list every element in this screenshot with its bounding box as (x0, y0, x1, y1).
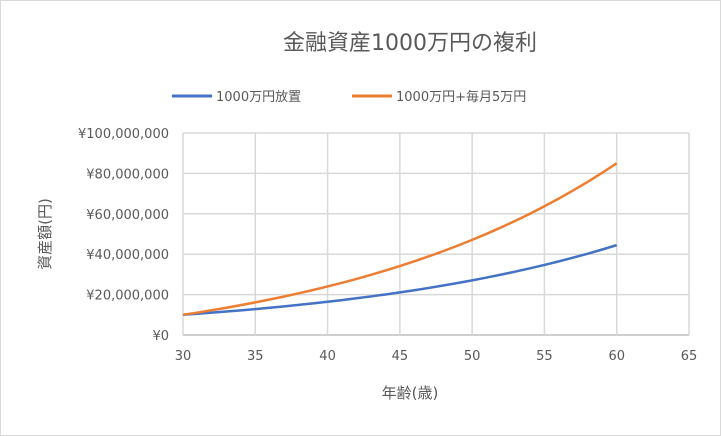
y-tick-label: ¥0 (152, 329, 169, 344)
x-tick-label: 65 (681, 349, 698, 364)
chart-title: 金融資産1000万円の複利 (283, 31, 537, 56)
x-axis-ticks: 30 35 40 45 50 55 60 65 (175, 349, 698, 364)
x-tick-label: 60 (608, 349, 625, 364)
series-lines (182, 162, 618, 317)
y-tick-label: ¥20,000,000 (86, 289, 169, 304)
y-tick-label: ¥100,000,000 (78, 127, 169, 142)
y-tick-label: ¥40,000,000 (86, 248, 169, 263)
y-axis-ticks: ¥0 ¥20,000,000 ¥40,000,000 ¥60,000,000 ¥80,0… (78, 127, 169, 344)
legend: 1000万円放置 1000万円+毎月5万円 (172, 89, 526, 105)
legend-label: 1000万円放置 (216, 90, 301, 105)
y-tick-label: ¥80,000,000 (86, 167, 169, 182)
x-tick-label: 35 (247, 349, 264, 364)
x-tick-label: 30 (175, 349, 192, 364)
x-tick-label: 40 (319, 349, 336, 364)
x-tick-label: 50 (464, 349, 481, 364)
series-line-1 (182, 243, 618, 317)
x-tick-label: 55 (536, 349, 553, 364)
x-axis-label: 年齢(歳) (382, 384, 439, 402)
x-tick-label: 45 (392, 349, 409, 364)
y-axis-label: 資産額(円) (36, 198, 54, 270)
series-line-2 (182, 162, 618, 317)
legend-label: 1000万円+毎月5万円 (396, 89, 526, 105)
y-tick-label: ¥60,000,000 (86, 208, 169, 223)
gridlines (182, 132, 690, 336)
